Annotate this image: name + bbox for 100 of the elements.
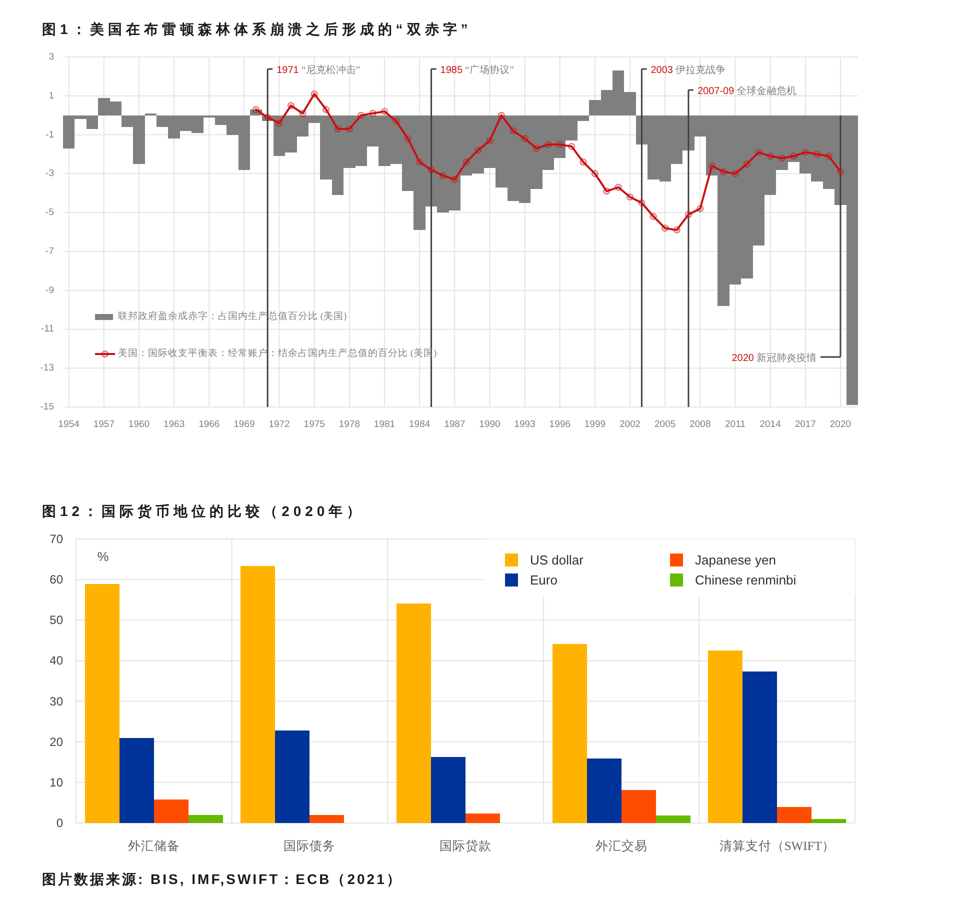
bar — [466, 814, 500, 823]
legend-label: US dollar — [530, 552, 584, 568]
y-tick-label: -13 — [40, 362, 54, 374]
point — [766, 152, 774, 160]
point — [556, 141, 564, 148]
x-tick-label: 1960 — [128, 419, 150, 430]
point — [825, 152, 832, 160]
x-tick-label: 外汇储备 — [128, 839, 180, 853]
point — [778, 154, 786, 162]
x-tick-label: 1981 — [374, 419, 396, 430]
bar — [84, 584, 120, 823]
y-tick-label: 70 — [50, 532, 64, 546]
point — [404, 135, 412, 142]
point — [276, 120, 283, 127]
point — [790, 152, 798, 160]
y-tick-label: -9 — [46, 284, 54, 296]
x-tick-label: 2002 — [619, 419, 641, 430]
point — [299, 110, 306, 117]
point — [287, 102, 294, 110]
y-tick-label: -11 — [40, 324, 54, 335]
point — [673, 226, 680, 234]
y-tick-label: -15 — [40, 402, 54, 412]
point — [743, 160, 750, 168]
title: 图1：美国在布雷顿森林体系崩溃之后形成的“双赤字” — [42, 21, 472, 37]
x-tick-label: 2005 — [654, 419, 676, 430]
bar — [777, 806, 812, 823]
point — [498, 112, 505, 119]
point — [428, 166, 435, 174]
x-tick-label: 2008 — [690, 419, 711, 430]
point — [381, 108, 388, 115]
y-tick-label: -1 — [46, 129, 54, 140]
point — [836, 168, 844, 176]
point — [650, 212, 657, 220]
bar — [240, 566, 276, 823]
x-tick-label: 2020 — [830, 419, 852, 430]
x-tick-label: 1990 — [479, 419, 500, 430]
point — [662, 224, 669, 232]
point — [638, 199, 646, 206]
point — [684, 211, 692, 218]
point — [614, 184, 622, 191]
ref-line-label: 2003 伊拉克战争 — [650, 64, 726, 76]
bar — [621, 790, 656, 823]
x-tick-label: 1966 — [198, 419, 220, 430]
bar — [552, 644, 587, 823]
x-tick-label: 清算支付（SWIFT） — [719, 839, 835, 853]
point — [510, 127, 517, 134]
legend-label: Euro — [530, 572, 558, 588]
point — [264, 114, 272, 121]
x-tick-label: 1987 — [444, 419, 466, 430]
point — [439, 172, 446, 180]
point — [568, 142, 576, 150]
point — [416, 158, 424, 166]
y-tick-label: -7 — [46, 246, 54, 257]
bar — [310, 814, 344, 823]
bar — [119, 738, 154, 823]
legend-label: Japanese yen — [695, 552, 776, 568]
x-tick-label: 1972 — [268, 419, 290, 430]
title: 图12：国际货币地位的比较（2020年） — [42, 503, 365, 519]
point — [358, 112, 365, 119]
x-tick-label: 1954 — [58, 419, 80, 430]
y-axis-title: % — [97, 549, 110, 564]
x-tick-label: 外汇交易 — [595, 838, 648, 853]
ref-line-label: 2007-09 全球金融危机 — [697, 85, 797, 97]
bar — [154, 799, 188, 823]
ref-line-label: 1985 “广场协议” — [440, 64, 514, 76]
annotation: 图片数据来源: BIS, IMF,SWIFT：ECB（2021） — [42, 871, 402, 887]
point — [708, 162, 716, 170]
x-tick-label: 1963 — [163, 419, 185, 430]
bar — [586, 758, 622, 823]
point — [369, 110, 376, 117]
y-tick-label: 10 — [50, 775, 64, 790]
bar — [396, 604, 431, 823]
bar — [812, 818, 846, 823]
point — [392, 118, 400, 125]
y-tick-label: -5 — [46, 207, 54, 218]
point — [521, 135, 528, 142]
bar — [430, 756, 466, 823]
x-tick-label: 2017 — [794, 419, 816, 430]
x-tick-label: 1969 — [234, 419, 255, 430]
point — [334, 125, 342, 132]
x-tick-label: 1999 — [584, 419, 606, 430]
x-tick-label: 1957 — [93, 419, 114, 430]
point — [755, 148, 762, 156]
x-tick-label: 1993 — [514, 419, 536, 430]
point — [451, 176, 458, 183]
y-tick-label: 30 — [50, 694, 64, 708]
bar — [708, 650, 743, 823]
point — [474, 146, 482, 154]
point — [580, 158, 587, 166]
point — [310, 90, 318, 98]
point — [603, 188, 610, 195]
x-tick-label: 国际债务 — [284, 839, 336, 853]
point — [626, 194, 634, 200]
bar — [742, 671, 778, 823]
point — [322, 106, 330, 113]
point — [802, 148, 809, 156]
point — [532, 144, 540, 152]
point — [732, 170, 739, 178]
bar — [656, 815, 690, 823]
legend-label: Chinese renminbi — [695, 572, 796, 588]
